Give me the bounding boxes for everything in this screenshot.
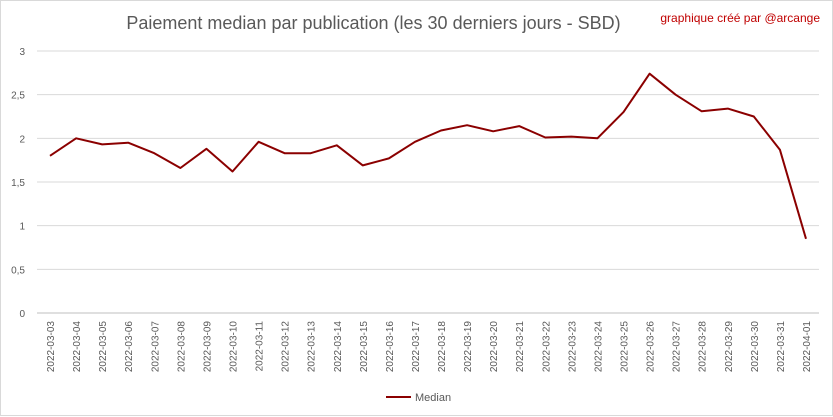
x-tick-label: 2022-03-25 <box>620 321 631 373</box>
gridlines <box>37 50 819 270</box>
x-tick-label: 2022-04-01 <box>802 321 813 373</box>
x-tick-label: 2022-03-28 <box>698 321 709 373</box>
x-tick-label: 2022-03-23 <box>567 321 578 373</box>
x-tick-label: 2022-03-10 <box>229 321 240 373</box>
x-tick-label: 2022-03-08 <box>176 321 187 373</box>
y-tick-label: 3 <box>19 47 25 58</box>
x-tick-label: 2022-03-29 <box>724 321 735 373</box>
legend: Median <box>386 392 451 404</box>
series-lines <box>49 72 807 240</box>
x-tick-label: 2022-03-26 <box>646 321 657 373</box>
y-tick-label: 0,5 <box>11 265 25 276</box>
x-tick-label: 2022-03-12 <box>281 321 292 373</box>
x-tick-label: 2022-03-31 <box>776 321 787 373</box>
y-tick-label: 2 <box>19 134 25 145</box>
legend-label: Median <box>415 392 451 404</box>
x-axis-ticks: 2022-03-03 2022-03-04 2022-03-05 2022-03-06… <box>46 321 813 373</box>
x-tick-label: 2022-03-21 <box>515 321 526 373</box>
x-tick-label: 2022-03-20 <box>489 321 500 373</box>
x-tick-label: 2022-03-22 <box>541 321 552 373</box>
x-tick-label: 2022-03-11 <box>255 321 266 372</box>
x-tick-label: 2022-03-24 <box>593 321 604 373</box>
x-tick-label: 2022-03-03 <box>46 321 57 373</box>
credit-text: graphique créé par @arcange <box>660 11 820 25</box>
x-tick-label: 2022-03-18 <box>437 321 448 373</box>
x-tick-label: 2022-03-04 <box>72 321 83 373</box>
x-tick-label: 2022-03-16 <box>385 321 396 373</box>
chart-title: Paiement median par publication (les 30 … <box>126 13 621 33</box>
x-tick-label: 2022-03-19 <box>463 321 474 373</box>
y-tick-label: 0 <box>19 309 25 320</box>
x-tick-label: 2022-03-30 <box>750 321 761 373</box>
y-tick-label: 1 <box>19 222 25 233</box>
x-tick-label: 2022-03-27 <box>672 321 683 373</box>
y-tick-label: 2,5 <box>11 91 25 102</box>
x-tick-label: 2022-03-09 <box>202 321 213 373</box>
x-tick-label: 2022-03-06 <box>124 321 135 373</box>
y-tick-label: 1,5 <box>11 178 25 189</box>
x-tick-label: 2022-03-05 <box>98 321 109 373</box>
x-tick-label: 2022-03-17 <box>411 321 422 373</box>
y-axis-ticks: 0 0,5 1 1,5 2 2,5 3 <box>11 47 25 320</box>
x-tick-label: 2022-03-15 <box>359 321 370 373</box>
series-line-median <box>49 72 807 240</box>
x-tick-label: 2022-03-07 <box>150 321 161 373</box>
x-tick-label: 2022-03-14 <box>333 321 344 373</box>
x-tick-label: 2022-03-13 <box>307 321 318 373</box>
